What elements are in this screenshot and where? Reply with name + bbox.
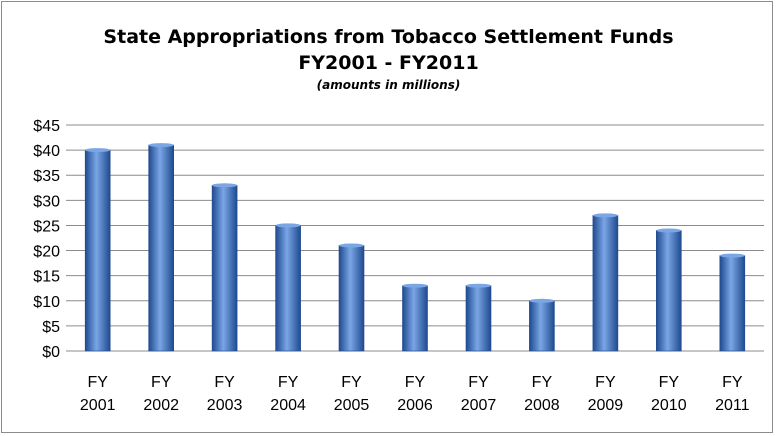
x-tick-label: 2008	[524, 397, 560, 414]
y-tick-label: $25	[33, 218, 60, 235]
x-tick-label: 2007	[461, 397, 497, 414]
y-tick-label: $35	[33, 168, 60, 185]
bar-top	[212, 183, 238, 188]
x-tick-label: FY	[214, 374, 235, 391]
x-tick-label: FY	[468, 374, 489, 391]
x-tick-label: 2005	[334, 397, 370, 414]
x-tick-label: 2010	[651, 397, 687, 414]
bar-top	[275, 223, 301, 228]
bar	[402, 285, 428, 352]
x-tick-label: FY	[341, 374, 362, 391]
bar	[719, 255, 746, 352]
x-tick-label: FY	[278, 374, 299, 391]
chart-title: State Appropriations from Tobacco Settle…	[103, 26, 674, 48]
chart-note: (amounts in millions)	[316, 78, 461, 92]
x-tick-label: FY	[722, 374, 743, 391]
bar	[338, 245, 365, 352]
bar-top	[339, 243, 364, 248]
y-axis-ticks: $0 $5 $10 $15 $20 $25 $30 $35 $40 $45	[33, 118, 60, 361]
y-tick-label: $10	[33, 294, 60, 311]
title-block: State Appropriations from Tobacco Settle…	[0, 24, 777, 94]
x-tick-label: 2011	[715, 397, 750, 414]
bar-top	[719, 253, 745, 258]
bar-top	[592, 213, 618, 218]
x-tick-label: FY	[595, 374, 616, 391]
x-tick-label: FY	[87, 374, 108, 391]
x-tick-label: FY	[659, 374, 680, 391]
bar	[275, 225, 301, 352]
y-tick-label: $20	[33, 244, 60, 261]
x-tick-label: FY	[532, 374, 553, 391]
y-tick-label: $15	[33, 269, 60, 286]
x-tick-label: 2009	[588, 397, 624, 414]
bar-top	[85, 148, 111, 153]
bar-top	[402, 283, 428, 288]
bar	[84, 149, 111, 352]
bar	[592, 215, 619, 352]
bar	[211, 185, 238, 352]
x-tick-label: FY	[405, 374, 426, 391]
y-tick-label: $40	[33, 143, 60, 160]
bar-top	[656, 228, 682, 233]
x-tick-label: 2003	[207, 397, 243, 414]
x-tick-label: FY	[151, 374, 172, 391]
y-tick-label: $45	[33, 118, 60, 135]
bar	[148, 144, 174, 352]
x-tick-label: 2001	[80, 397, 116, 414]
chart-subtitle: FY2001 - FY2011	[298, 52, 479, 74]
x-tick-label: 2002	[143, 397, 179, 414]
x-axis-ticks: FY 2001 FY 2002 FY 2003 FY 2004 FY 2005 FY 2006 FY 20…	[80, 374, 750, 414]
bar-top	[148, 143, 174, 148]
y-tick-label: $5	[42, 319, 60, 336]
grid-lines	[66, 124, 764, 352]
bar-top	[466, 283, 491, 288]
bar	[465, 285, 492, 352]
bar	[529, 300, 555, 352]
bar-top	[529, 298, 555, 303]
x-tick-label: 2004	[270, 397, 306, 414]
y-tick-label: $0	[42, 344, 60, 361]
bar	[655, 230, 682, 352]
y-tick-label: $30	[33, 193, 60, 210]
bars	[84, 143, 746, 352]
x-tick-label: 2006	[397, 397, 433, 414]
